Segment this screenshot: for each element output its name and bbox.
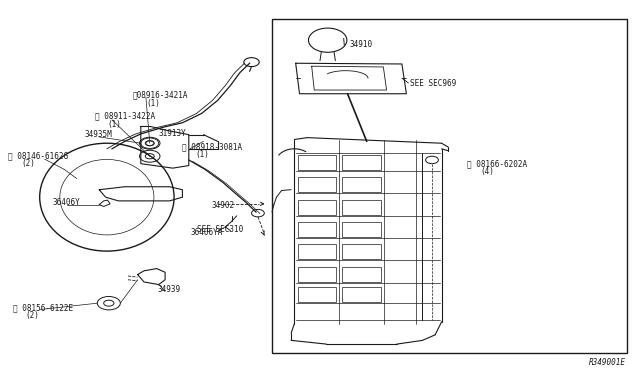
Text: SEE SEC969: SEE SEC969 — [410, 79, 456, 88]
Text: 34910: 34910 — [349, 40, 372, 49]
Text: Ⓝ 08911-3422A: Ⓝ 08911-3422A — [95, 112, 155, 121]
Bar — [298, 267, 336, 282]
Text: Ⓦ08916-3421A: Ⓦ08916-3421A — [133, 90, 189, 99]
Bar — [342, 244, 381, 259]
Bar — [298, 287, 336, 302]
Text: 36406YA: 36406YA — [191, 228, 223, 237]
Text: R349001E: R349001E — [589, 358, 626, 367]
Text: 34902: 34902 — [211, 201, 234, 210]
Text: Ⓑ 08166-6202A: Ⓑ 08166-6202A — [467, 159, 527, 168]
Text: SEE SEC310: SEE SEC310 — [197, 225, 243, 234]
Bar — [342, 287, 381, 302]
Text: (1): (1) — [108, 120, 122, 129]
Text: (1): (1) — [195, 150, 209, 159]
Bar — [298, 222, 336, 237]
Bar — [342, 200, 381, 215]
Text: (2): (2) — [21, 159, 35, 168]
Text: Ⓑ 08146-6162G: Ⓑ 08146-6162G — [8, 151, 68, 160]
Bar — [342, 177, 381, 192]
Text: Ⓝ 08918-3081A: Ⓝ 08918-3081A — [182, 142, 243, 151]
Bar — [272, 19, 627, 353]
Bar — [298, 200, 336, 215]
Text: 34935M: 34935M — [84, 130, 112, 139]
Bar — [298, 244, 336, 259]
Bar — [298, 177, 336, 192]
Bar — [342, 155, 381, 170]
Text: Ⓑ 08156-6122E: Ⓑ 08156-6122E — [13, 303, 73, 312]
Bar — [298, 155, 336, 170]
Bar — [342, 267, 381, 282]
Text: 36406Y: 36406Y — [52, 198, 80, 207]
Text: (4): (4) — [480, 167, 494, 176]
Text: 31913Y: 31913Y — [159, 129, 186, 138]
Text: (1): (1) — [146, 99, 160, 108]
Text: 34939: 34939 — [157, 285, 180, 294]
Text: (2): (2) — [26, 311, 40, 320]
Bar — [342, 222, 381, 237]
